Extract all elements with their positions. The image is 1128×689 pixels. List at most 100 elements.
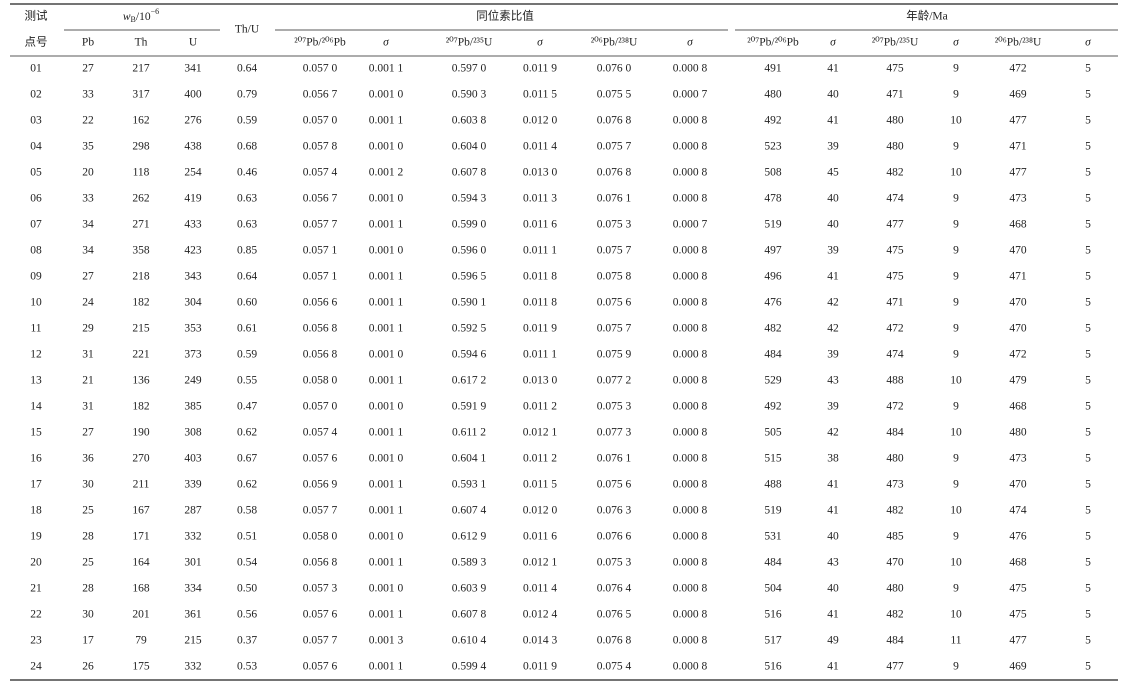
table-cell: 0.011 2 <box>523 401 557 413</box>
table-cell: 0.057 1 <box>303 271 338 283</box>
table-cell: 33 <box>82 89 94 101</box>
table-cell: 9 <box>953 401 959 413</box>
header-cell: σ <box>687 37 694 49</box>
table-cell: 0.000 8 <box>673 427 708 439</box>
table-cell: 0.057 1 <box>303 245 338 257</box>
table-cell: 0.607 4 <box>452 505 487 517</box>
table-cell: 136 <box>132 375 150 387</box>
table-cell: 469 <box>1009 661 1027 673</box>
table-cell: 0.056 8 <box>303 557 338 569</box>
table-cell: 504 <box>764 583 782 595</box>
table-cell: 9 <box>953 531 959 543</box>
table-cell: 471 <box>886 89 904 101</box>
table-cell: 5 <box>1085 63 1091 75</box>
table-cell: 5 <box>1085 323 1091 335</box>
table-cell: 0.000 8 <box>673 323 708 335</box>
table-cell: 0.000 8 <box>673 115 708 127</box>
header-group: 同位素比值 <box>476 9 534 23</box>
table-cell: 474 <box>886 349 904 361</box>
table-cell: 41 <box>827 115 839 127</box>
table-cell: 475 <box>886 271 904 283</box>
table-cell: 0.011 6 <box>523 219 557 231</box>
table-cell: 43 <box>827 557 839 569</box>
table-cell: 17 <box>82 635 94 647</box>
table-cell: 9 <box>953 271 959 283</box>
table-cell: 5 <box>1085 297 1091 309</box>
table-cell: 0.594 6 <box>452 349 487 361</box>
table-cell: 0.012 0 <box>523 505 558 517</box>
table-cell: 0.63 <box>237 219 257 231</box>
table-cell: 0.593 1 <box>452 479 487 491</box>
header-piece: B <box>131 15 136 24</box>
table-cell: 0.597 0 <box>452 63 487 75</box>
table-cell: 5 <box>1085 401 1091 413</box>
table-cell: 0.075 7 <box>597 323 632 335</box>
table-cell: 0.012 0 <box>523 115 558 127</box>
table-cell: 5 <box>1085 583 1091 595</box>
table-cell: 175 <box>132 661 150 673</box>
table-cell: 0.075 5 <box>597 89 632 101</box>
table-cell: 472 <box>1009 63 1027 75</box>
table-cell: 488 <box>886 375 904 387</box>
table-cell: 42 <box>827 427 839 439</box>
table-cell: 0.599 4 <box>452 661 487 673</box>
table-cell: 0.604 0 <box>452 141 487 153</box>
table-cell: 0.603 8 <box>452 115 487 127</box>
table-cell: 0.075 4 <box>597 661 632 673</box>
table-cell: 0.001 0 <box>369 583 404 595</box>
table-cell: 529 <box>764 375 782 387</box>
table-cell: 0.001 1 <box>369 375 404 387</box>
table-cell: 10 <box>950 609 962 621</box>
table-cell: 21 <box>82 375 94 387</box>
table-cell: 482 <box>886 505 904 517</box>
table-cell: 484 <box>886 635 904 647</box>
table-cell: 519 <box>764 219 782 231</box>
table-cell: 516 <box>764 609 782 621</box>
table-cell: 0.001 1 <box>369 63 404 75</box>
table-cell: 9 <box>953 297 959 309</box>
table-cell: 385 <box>184 401 202 413</box>
table-cell: 0.46 <box>237 167 257 179</box>
table-cell: 9 <box>953 219 959 231</box>
table-cell: 0.85 <box>237 245 257 257</box>
table-cell: 0.596 0 <box>452 245 487 257</box>
table-cell: 474 <box>1009 505 1027 517</box>
table-cell: 19 <box>30 531 42 543</box>
table-cell: 5 <box>1085 167 1091 179</box>
table-cell: 164 <box>132 557 150 569</box>
table-cell: 0.057 4 <box>303 427 338 439</box>
table-cell: 480 <box>886 453 904 465</box>
table-cell: 217 <box>132 63 150 75</box>
table-cell: 0.61 <box>237 323 257 335</box>
table-cell: 0.000 8 <box>673 167 708 179</box>
table-cell: 5 <box>1085 505 1091 517</box>
table-cell: 07 <box>30 219 42 231</box>
table-cell: 0.000 8 <box>673 63 708 75</box>
table-cell: 218 <box>132 271 150 283</box>
table-cell: 0.057 7 <box>303 635 338 647</box>
table-cell: 301 <box>184 557 202 569</box>
table-cell: 0.607 8 <box>452 167 487 179</box>
table-cell: 162 <box>132 115 150 127</box>
table-cell: 0.056 7 <box>303 89 338 101</box>
header-piece: w <box>123 11 131 23</box>
table-cell: 05 <box>30 167 42 179</box>
header-cell: 点号 <box>25 36 48 49</box>
table-cell: 470 <box>1009 245 1027 257</box>
table-cell: 0.56 <box>237 609 257 621</box>
table-cell: 30 <box>82 609 94 621</box>
table-cell: 30 <box>82 479 94 491</box>
table-cell: 40 <box>827 531 839 543</box>
table-cell: 9 <box>953 63 959 75</box>
table-cell: 373 <box>184 349 202 361</box>
table-cell: 419 <box>184 193 202 205</box>
table-cell: 39 <box>827 141 839 153</box>
table-cell: 0.000 7 <box>673 89 708 101</box>
table-cell: 0.076 5 <box>597 609 632 621</box>
table-cell: 403 <box>184 453 202 465</box>
table-cell: 0.594 3 <box>452 193 487 205</box>
table-cell: 0.001 0 <box>369 349 404 361</box>
table-cell: 9 <box>953 583 959 595</box>
table-cell: 43 <box>827 375 839 387</box>
table-cell: 0.000 8 <box>673 141 708 153</box>
